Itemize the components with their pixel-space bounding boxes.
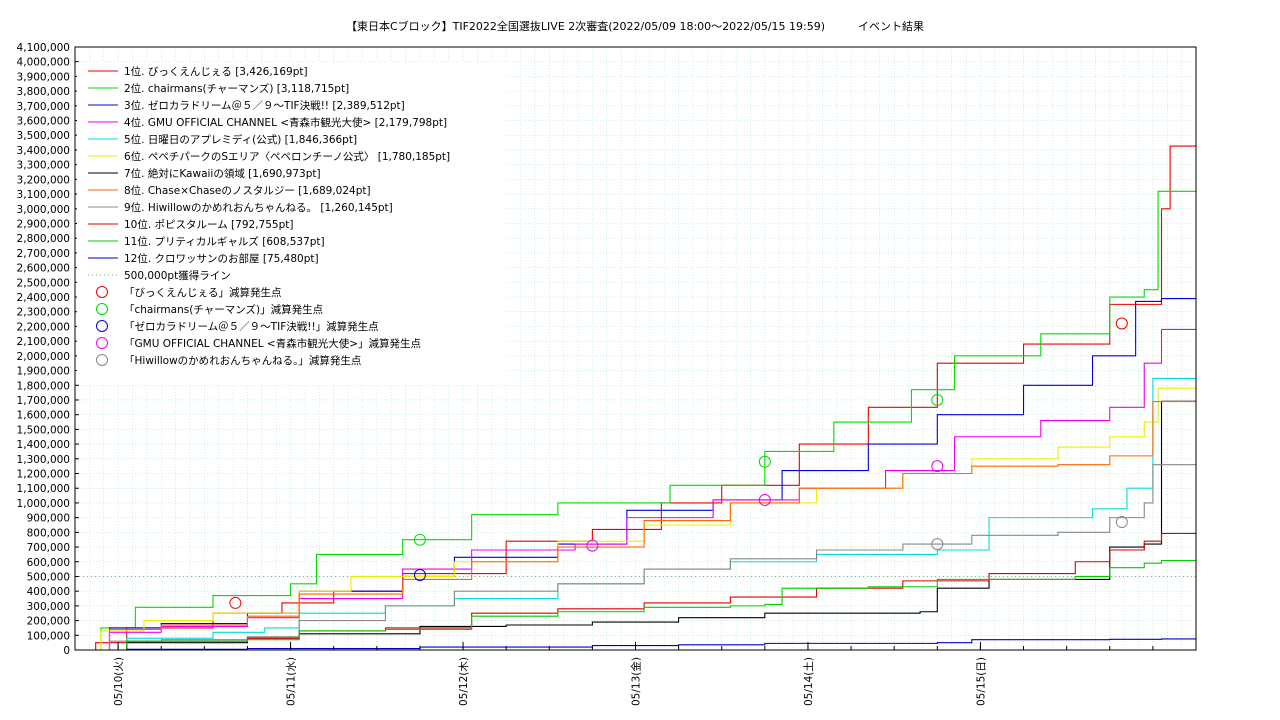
- legend-label-2: 2位. chairmans(チャーマンズ) [3,118,715pt]: [124, 82, 349, 95]
- y-tick-label: 3,400,000: [17, 145, 70, 157]
- y-tick-label: 3,700,000: [17, 101, 70, 113]
- marker-point-2: [758, 455, 771, 468]
- marker-point-4: [586, 539, 599, 552]
- legend-label-threshold: 500,000pt獲得ライン: [124, 269, 231, 282]
- y-tick-label: 2,800,000: [17, 233, 70, 245]
- y-tick-label: 4,000,000: [17, 57, 70, 69]
- y-tick-label: 0: [63, 645, 70, 657]
- y-tick-label: 1,400,000: [17, 439, 70, 451]
- legend-label-7: 7位. 絶対にKawaiiの領域 [1,690,973pt]: [124, 167, 321, 180]
- legend-marker-swatch-3: [96, 320, 108, 332]
- y-tick-label: 2,300,000: [17, 307, 70, 319]
- legend-marker-label-5: 「Hiwillowのかめれおんちゃんねる。」減算発生点: [124, 354, 361, 367]
- legend-marker-label-3: 「ゼロカラドリーム＠５／９〜TIF決戦!!」減算発生点: [124, 320, 379, 333]
- y-tick-label: 2,600,000: [17, 263, 70, 275]
- series-line-2: [75, 190, 1196, 651]
- legend-marker-label-4: 「GMU OFFICIAL CHANNEL <青森市観光大使>」減算発生点: [124, 337, 421, 350]
- y-tick-label: 2,100,000: [17, 336, 70, 348]
- y-tick-label: 3,300,000: [17, 160, 70, 172]
- y-tick-label: 800,000: [27, 527, 70, 539]
- y-tick-label: 400,000: [27, 586, 70, 598]
- marker-points: [229, 317, 1128, 609]
- legend-label-12: 12位. クロワッサンのお部屋 [75,480pt]: [124, 252, 319, 265]
- x-tick-label: 05/11(水): [286, 657, 298, 706]
- marker-point-4: [931, 460, 944, 473]
- legend-label-11: 11位. プリティカルギャルズ [608,537pt]: [124, 235, 325, 248]
- x-tick-label: 05/12(木): [458, 657, 470, 706]
- y-tick-label: 700,000: [27, 542, 70, 554]
- x-tick-label: 05/10(火): [113, 657, 125, 706]
- y-tick-label: 200,000: [27, 616, 70, 628]
- y-tick-label: 4,100,000: [17, 42, 70, 54]
- x-tick-label: 05/14(土): [802, 657, 815, 706]
- y-tick-label: 1,200,000: [17, 469, 70, 481]
- y-tick-label: 2,900,000: [17, 218, 70, 230]
- y-tick-label: 1,800,000: [17, 380, 70, 392]
- legend-label-6: 6位. ペペチパークのSエリア〈ペペロンチーノ公式〉 [1,780,185pt]: [124, 150, 450, 163]
- legend-marker-swatch-1: [96, 286, 108, 298]
- y-tick-label: 3,800,000: [17, 86, 70, 98]
- y-tick-label: 3,600,000: [17, 116, 70, 128]
- marker-point-5: [1115, 516, 1128, 529]
- legend: 1位. びっくえんじぇる [3,426,169pt] 2位. chairmans(…: [77, 62, 507, 384]
- y-tick-label: 1,900,000: [17, 366, 70, 378]
- series-lines: [75, 145, 1196, 651]
- x-tick-label: 05/15(日): [975, 657, 987, 706]
- legend-marker-swatch-5: [96, 354, 108, 366]
- legend-label-10: 10位. ポピスタルーム [792,755pt]: [124, 218, 293, 231]
- y-tick-label: 1,500,000: [17, 424, 70, 436]
- marker-point-2: [931, 393, 944, 406]
- y-tick-label: 1,700,000: [17, 395, 70, 407]
- y-tick-label: 2,400,000: [17, 292, 70, 304]
- marker-point-3: [413, 568, 426, 581]
- series-line-11: [75, 559, 1196, 651]
- y-tick-label: 1,600,000: [17, 410, 70, 422]
- series-line-6: [75, 387, 1196, 651]
- y-tick-label: 300,000: [27, 601, 70, 613]
- y-tick-label: 100,000: [27, 630, 70, 642]
- marker-point-4: [758, 493, 771, 506]
- series-line-8: [75, 401, 1196, 651]
- x-tick-label: 05/13(金): [630, 657, 643, 706]
- y-tick-label: 900,000: [27, 513, 70, 525]
- legend-label-3: 3位. ゼロカラドリーム＠５／９〜TIF決戦!! [2,389,512pt]: [124, 99, 405, 112]
- y-tick-label: 1,100,000: [17, 483, 70, 495]
- legend-marker-label-2: 「chairmans(チャーマンズ)」減算発生点: [124, 303, 323, 316]
- y-tick-label: 600,000: [27, 557, 70, 569]
- legend-label-9: 9位. Hiwillowのかめれおんちゃんねる。 [1,260,145pt]: [124, 201, 393, 214]
- y-tick-label: 1,000,000: [17, 498, 70, 510]
- marker-point-2: [413, 533, 426, 546]
- y-tick-label: 1,300,000: [17, 454, 70, 466]
- y-tick-label: 2,000,000: [17, 351, 70, 363]
- marker-point-5: [931, 538, 944, 551]
- y-tick-label: 500,000: [27, 571, 70, 583]
- legend-marker-swatch-2: [96, 303, 108, 315]
- legend-marker-label-1: 「びっくえんじぇる」減算発生点: [124, 286, 282, 299]
- y-tick-label: 3,000,000: [17, 204, 70, 216]
- marker-point-1: [229, 596, 242, 609]
- chart-title: 【東日本Cブロック】TIF2022全国選抜LIVE 2次審査(2022/05/0…: [346, 19, 924, 33]
- legend-label-1: 1位. びっくえんじぇる [3,426,169pt]: [124, 65, 308, 78]
- legend-background: [77, 62, 507, 384]
- legend-marker-swatch-4: [96, 337, 108, 349]
- legend-label-8: 8位. Chase×Chaseのノスタルジー [1,689,024pt]: [124, 184, 371, 197]
- y-tick-label: 3,900,000: [17, 71, 70, 83]
- legend-label-4: 4位. GMU OFFICIAL CHANNEL <青森市観光大使> [2,17…: [124, 116, 447, 129]
- legend-label-5: 5位. 日曜日のアプレミディ(公式) [1,846,366pt]: [124, 133, 357, 146]
- y-tick-label: 2,500,000: [17, 277, 70, 289]
- y-tick-label: 2,200,000: [17, 321, 70, 333]
- y-tick-label: 3,200,000: [17, 174, 70, 186]
- y-tick-label: 3,500,000: [17, 130, 70, 142]
- y-tick-label: 2,700,000: [17, 248, 70, 260]
- marker-point-1: [1115, 317, 1128, 330]
- y-tick-label: 3,100,000: [17, 189, 70, 201]
